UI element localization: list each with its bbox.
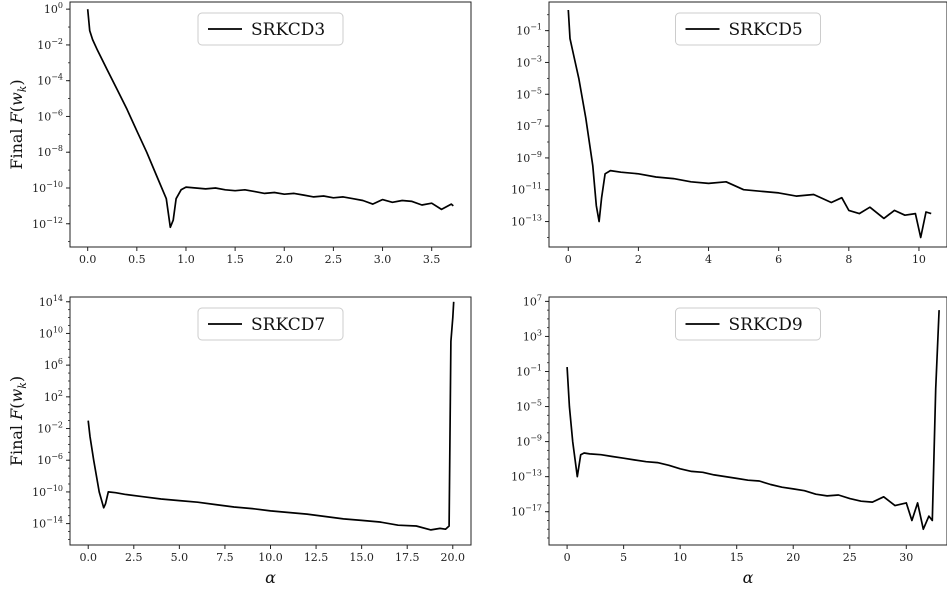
x-tick-label: 2.5	[125, 551, 143, 564]
legend-box	[197, 12, 344, 46]
legend-label: SRKCD3	[251, 20, 325, 40]
x-tick-label: 4	[705, 253, 712, 266]
y-tick-label: 103	[523, 328, 542, 343]
chart-panel-2: 0 2 4 6 8 10 10−1 10−3 10−5 10−7 10−9 10−11 10−13 SRK…	[511, 1, 947, 266]
y-tick-label: 10−9	[516, 150, 542, 165]
x-tick-label: 0.0	[79, 253, 97, 266]
y-tick-label: 1010	[39, 325, 63, 340]
x-tick-label: 7.5	[216, 551, 234, 564]
y-tick-label: 10−6	[37, 108, 63, 123]
x-tick-label: 0.5	[128, 253, 146, 266]
y-tick-label: 10−9	[516, 434, 542, 449]
x-tick-label: 12.5	[304, 551, 329, 564]
y-tick-label: 10−13	[511, 469, 542, 484]
x-tick-label: 17.5	[395, 551, 420, 564]
legend-box	[675, 12, 821, 46]
x-tick-label: 2.5	[325, 253, 343, 266]
legend-label: SRKCD7	[251, 315, 325, 335]
y-tick-label: 10−12	[32, 216, 63, 231]
y-tick-label: 1014	[39, 294, 63, 309]
y-tick-label: 10−6	[37, 452, 63, 467]
x-tick-label: 15.0	[349, 551, 374, 564]
y-axis-label: Final F(wk)	[7, 79, 29, 169]
x-tick-label: 0.0	[79, 551, 97, 564]
y-tick-label: 100	[44, 1, 63, 16]
y-tick-label: 10−2	[37, 37, 63, 52]
axes-frame	[548, 1, 947, 248]
y-axis-label: Final F(wk)	[7, 376, 29, 466]
series-line	[566, 310, 940, 531]
legend-box	[197, 307, 344, 341]
x-tick-label: 0	[565, 253, 572, 266]
y-tick-label: 10−4	[37, 73, 63, 88]
x-tick-label: 10.0	[258, 551, 283, 564]
chart-panel-3: 0.0 2.5 5.0 7.5 10.0 12.5 15.0 17.5 20.0 1014 1010…	[7, 294, 472, 587]
x-tick-label: 5	[620, 551, 627, 564]
y-tick-label: 106	[44, 357, 63, 372]
x-tick-label: 8	[845, 253, 852, 266]
x-tick-label: 0	[564, 551, 571, 564]
x-tick-label: 20	[786, 551, 800, 564]
y-tick-label: 10−5	[516, 399, 542, 414]
x-tick-label: 1.0	[177, 253, 195, 266]
y-tick-label: 10−10	[32, 180, 63, 195]
y-tick-label: 102	[44, 389, 63, 404]
x-tick-label: 10	[673, 551, 687, 564]
y-tick-label: 10−2	[37, 421, 63, 436]
y-tick-label: 10−5	[516, 86, 542, 101]
x-tick-label: 30	[899, 551, 913, 564]
legend-label: SRKCD9	[729, 315, 803, 335]
y-tick-label: 10−11	[511, 182, 542, 197]
x-axis-label: α	[265, 568, 276, 587]
y-tick-label: 10−1	[516, 363, 542, 378]
x-tick-label: 1.5	[226, 253, 244, 266]
axes-frame	[69, 1, 472, 248]
x-tick-label: 25	[843, 551, 857, 564]
x-tick-label: 2.0	[276, 253, 294, 266]
legend-box	[675, 307, 821, 341]
legend-label: SRKCD5	[729, 20, 803, 40]
y-tick-label: 10−3	[516, 54, 542, 69]
x-tick-label: 3.5	[423, 253, 441, 266]
y-tick-label: 10−14	[32, 516, 63, 531]
y-tick-label: 10−7	[516, 118, 542, 133]
series-line	[567, 9, 932, 239]
y-tick-label: 10−13	[511, 214, 542, 229]
y-tick-label: 10−8	[37, 144, 63, 159]
y-tick-label: 10−17	[511, 504, 542, 519]
axes-frame	[548, 296, 947, 546]
y-tick-label: 10−1	[516, 23, 542, 38]
chart-panel-1: 0.0 0.5 1.0 1.5 2.0 2.5 3.0 3.5 100 10−2 10−4 10−6 1…	[7, 1, 472, 266]
x-tick-label: 10	[912, 253, 926, 266]
x-axis-label: α	[743, 568, 754, 587]
series-line	[86, 9, 454, 229]
y-tick-label: 107	[523, 293, 542, 308]
x-tick-label: 15	[730, 551, 744, 564]
y-tick-label: 10−10	[32, 484, 63, 499]
chart-panel-4: 0 5 10 15 20 25 30 107 103 10−1 10−5 10−9 10−13 10−17…	[511, 293, 947, 587]
x-tick-label: 3.0	[374, 253, 392, 266]
x-tick-label: 5.0	[171, 551, 189, 564]
series-line	[87, 301, 455, 531]
x-tick-label: 2	[635, 253, 642, 266]
x-tick-label: 6	[775, 253, 782, 266]
x-tick-label: 20.0	[441, 551, 466, 564]
